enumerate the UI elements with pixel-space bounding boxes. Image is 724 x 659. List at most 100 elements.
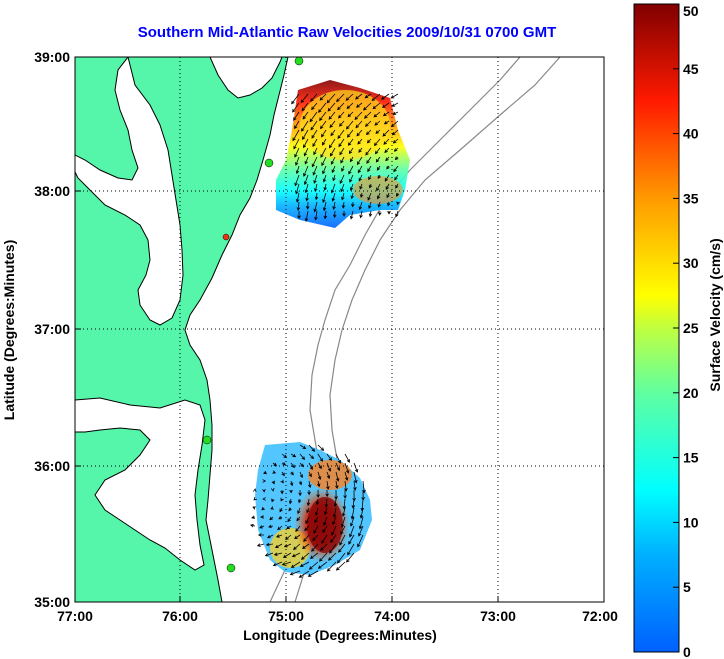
velocity-arrow	[288, 498, 293, 505]
velocity-arrow	[324, 498, 329, 508]
velocity-arrow	[287, 516, 292, 523]
velocity-arrow	[373, 111, 381, 118]
colorbar-tick-label: 45	[683, 61, 699, 77]
velocity-arrow	[306, 507, 310, 514]
velocity-arrow	[312, 165, 318, 176]
velocity-arrow	[358, 516, 364, 530]
velocity-arrow	[296, 201, 301, 211]
velocity-arrow	[351, 201, 355, 208]
velocity-arrow	[326, 561, 337, 572]
velocity-arrow	[374, 120, 381, 126]
velocity-arrow	[286, 525, 292, 530]
velocity-arrow	[330, 534, 337, 543]
velocity-arrow	[335, 462, 340, 471]
velocity-arrow	[320, 147, 327, 158]
velocity-arrow	[346, 120, 354, 130]
velocity-arrow	[305, 516, 310, 525]
velocity-arrow	[331, 165, 336, 174]
velocity-arrow	[346, 552, 355, 563]
velocity-arrow	[257, 533, 264, 537]
velocity-arrow	[390, 120, 399, 128]
velocity-arrow	[358, 174, 363, 182]
velocity-arrow	[335, 453, 341, 464]
velocity-arrow	[300, 93, 309, 104]
velocity-arrow	[310, 93, 318, 102]
velocity-arrow	[346, 102, 354, 110]
velocity-arrow	[314, 210, 318, 221]
hf-site-marker[interactable]	[226, 563, 236, 573]
y-tick-label: 39:00	[34, 49, 70, 65]
colorbar-tick-label: 25	[683, 320, 699, 336]
y-tick-label: 38:00	[34, 183, 70, 199]
velocity-arrow	[319, 111, 327, 122]
hf-site-marker[interactable]	[202, 435, 212, 445]
velocity-arrow	[322, 138, 327, 146]
velocity-arrow	[353, 480, 357, 491]
velocity-arrow	[324, 507, 328, 516]
velocity-arrow	[355, 93, 363, 100]
velocity-arrow	[375, 156, 381, 163]
velocity-arrow	[386, 165, 390, 170]
velocity-arrow	[299, 453, 306, 461]
velocity-arrow	[396, 201, 400, 206]
velocity-arrow	[308, 561, 319, 570]
velocity-arrow	[313, 525, 319, 534]
velocity-arrow	[330, 129, 336, 137]
velocity-arrow	[344, 480, 348, 492]
y-axis-label: Latitude (Degrees:Minutes)	[1, 240, 17, 420]
velocity-arrow	[386, 192, 390, 199]
velocity-arrow	[356, 129, 363, 137]
velocity-arrow	[355, 102, 363, 108]
velocity-arrow	[277, 525, 283, 531]
velocity-arrow	[256, 543, 265, 547]
velocity-arrow	[357, 138, 363, 145]
velocity-arrow	[376, 165, 381, 171]
velocity-arrow	[332, 174, 336, 182]
velocity-arrow	[303, 138, 309, 149]
velocity-arrow	[307, 570, 319, 577]
velocity-arrow	[292, 102, 300, 113]
velocity-arrow	[368, 201, 372, 209]
velocity-arrow	[337, 102, 345, 111]
velocity-arrow	[294, 120, 300, 130]
velocity-arrow	[317, 453, 323, 462]
velocity-arrow	[357, 534, 364, 548]
velocity-arrow	[325, 489, 329, 498]
velocity-arrow	[281, 561, 292, 566]
velocity-arrow	[323, 183, 327, 191]
hf-site-marker[interactable]	[294, 57, 304, 66]
velocity-arrow	[329, 138, 336, 149]
hf-site-marker[interactable]	[264, 158, 274, 168]
velocity-arrow	[274, 543, 283, 549]
grid	[75, 57, 604, 602]
velocity-arrow	[332, 210, 337, 219]
velocity-arrow	[329, 543, 337, 554]
velocity-arrow	[303, 174, 309, 186]
colorbar	[633, 3, 680, 653]
velocity-arrow	[268, 524, 274, 529]
velocity-arrow	[367, 165, 372, 173]
velocity-arrow	[358, 525, 364, 537]
velocity-arrow	[392, 138, 399, 144]
velocity-arrow	[262, 488, 266, 493]
velocity-arrow	[344, 471, 349, 481]
velocity-arrow	[270, 506, 275, 510]
velocity-arrow	[382, 111, 390, 117]
velocity-arrow	[299, 471, 304, 479]
velocity-arrow	[339, 174, 345, 185]
x-tick-label: 77:00	[57, 608, 93, 624]
colorbar-tick-label: 20	[683, 385, 699, 401]
velocity-arrow	[280, 497, 284, 502]
velocity-arrow	[357, 165, 363, 174]
velocity-arrow	[289, 570, 301, 576]
velocity-arrow	[350, 192, 354, 200]
velocity-arrow	[304, 156, 309, 165]
velocity-arrow	[387, 210, 391, 215]
hf-site-marker[interactable]	[222, 233, 230, 241]
velocity-arrow	[313, 174, 318, 184]
velocity-arrow	[312, 534, 319, 541]
colorbar-tick-label: 35	[683, 190, 699, 206]
velocity-arrow	[329, 120, 336, 129]
velocity-arrow	[294, 534, 301, 540]
velocity-arrow	[281, 462, 287, 466]
